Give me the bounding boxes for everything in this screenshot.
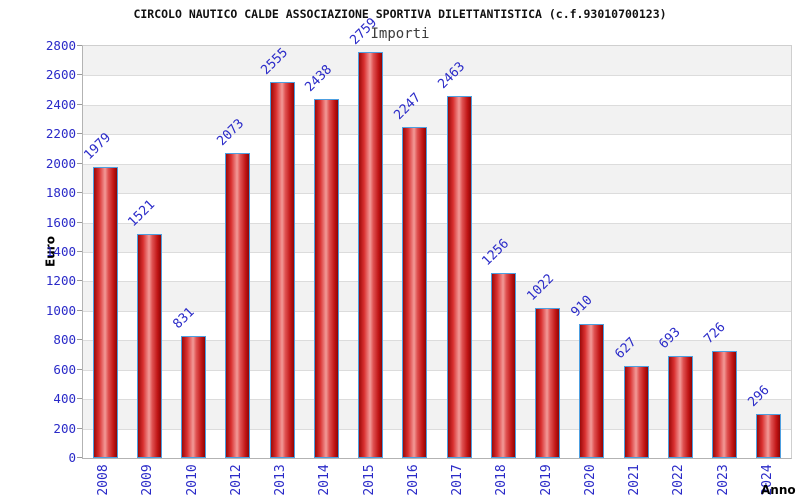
grid-band (83, 281, 791, 311)
grid-band (83, 75, 791, 105)
y-tick-mark (77, 45, 82, 46)
gridline (83, 104, 791, 106)
y-tick-label: 2400 (45, 96, 76, 112)
bar-2016 (402, 127, 428, 458)
y-tick-mark (77, 280, 82, 282)
bar-2009 (136, 234, 162, 458)
bar-2021 (623, 365, 649, 458)
y-tick-mark (77, 103, 82, 105)
x-tick-label: 2015 (361, 464, 377, 496)
y-tick-label: 0 (68, 450, 76, 465)
bar-2020 (579, 324, 605, 458)
y-tick-label: 1600 (45, 214, 76, 230)
x-tick-label: 2013 (273, 464, 289, 496)
y-tick-mark (77, 398, 82, 400)
y-tick-mark (77, 427, 82, 429)
y-tick-label: 1400 (45, 244, 76, 259)
bar-2014 (313, 99, 339, 458)
gridline (83, 252, 791, 253)
y-tick-mark (77, 192, 82, 194)
y-tick-label: 1800 (45, 185, 76, 201)
grid-band (83, 104, 791, 135)
x-tick-label: 2009 (140, 464, 156, 496)
y-tick-label: 600 (53, 361, 76, 377)
x-tick-label: 2019 (538, 464, 554, 496)
y-tick-label: 400 (53, 391, 76, 407)
x-tick-label: 2014 (317, 464, 333, 496)
y-tick-label: 200 (53, 420, 76, 436)
bar-2013 (269, 82, 295, 458)
y-tick-label: 800 (53, 332, 76, 348)
y-tick-label: 2800 (45, 38, 76, 53)
y-tick-mark (77, 368, 82, 370)
y-tick-mark (77, 251, 82, 252)
gridline (83, 163, 791, 165)
plot-area: 1979 1521 831 2073 2555 2438 2759 2247 2463 1256 1… (82, 15, 792, 459)
bar-2023 (712, 351, 738, 458)
x-tick-label: 2008 (96, 464, 112, 496)
gridline (83, 369, 791, 371)
bar-2008 (92, 166, 118, 458)
y-tick-mark (77, 133, 82, 135)
chart-title: CIRCOLO NAUTICO CALDE ASSOCIAZIONE SPORT… (133, 7, 667, 21)
x-axis-title: Anno (761, 483, 796, 497)
chart-subtitle: Importi (370, 26, 430, 42)
y-tick-mark (77, 221, 82, 223)
grid-band (83, 163, 791, 194)
y-tick-mark (77, 309, 82, 311)
gridline (83, 222, 791, 224)
y-tick-label: 1200 (45, 273, 76, 289)
bar-2012 (225, 152, 251, 458)
x-tick-label: 2021 (627, 464, 643, 496)
y-tick-mark (77, 74, 82, 76)
grid-band (83, 193, 791, 223)
x-tick-label: 2010 (184, 464, 200, 496)
gridline (83, 310, 791, 312)
bar-2010 (181, 335, 207, 458)
gridline (83, 281, 791, 283)
gridline (83, 340, 791, 342)
x-tick-label: 2012 (228, 464, 244, 496)
gridline (83, 75, 791, 77)
gridline (83, 428, 791, 430)
grid-band (83, 252, 791, 282)
grid-band (83, 310, 791, 341)
bar-2015 (358, 52, 384, 458)
y-tick-label: 1000 (45, 302, 76, 318)
grid-band (83, 134, 791, 164)
grid-band (83, 222, 791, 252)
x-tick-label: 2016 (405, 464, 421, 496)
bar-2019 (535, 307, 561, 458)
x-tick-label: 2023 (715, 464, 731, 496)
bar-2022 (667, 356, 693, 458)
gridline (83, 134, 791, 136)
y-tick-mark (77, 339, 82, 341)
y-tick-label: 2000 (45, 155, 76, 171)
x-tick-label: 2017 (450, 464, 466, 496)
y-tick-label: 2200 (45, 126, 76, 142)
x-tick-label: 2022 (671, 464, 687, 496)
gridline (83, 399, 791, 401)
grid-band (83, 46, 791, 76)
y-tick-mark (77, 162, 82, 164)
bar-2017 (446, 95, 472, 458)
y-tick-mark (77, 457, 82, 458)
x-tick-label: 2018 (494, 464, 510, 496)
x-tick-label: 2020 (582, 464, 598, 496)
y-tick-label: 2600 (45, 67, 76, 83)
bar-2018 (490, 273, 516, 458)
gridline (83, 193, 791, 195)
bar-2024 (756, 414, 782, 458)
